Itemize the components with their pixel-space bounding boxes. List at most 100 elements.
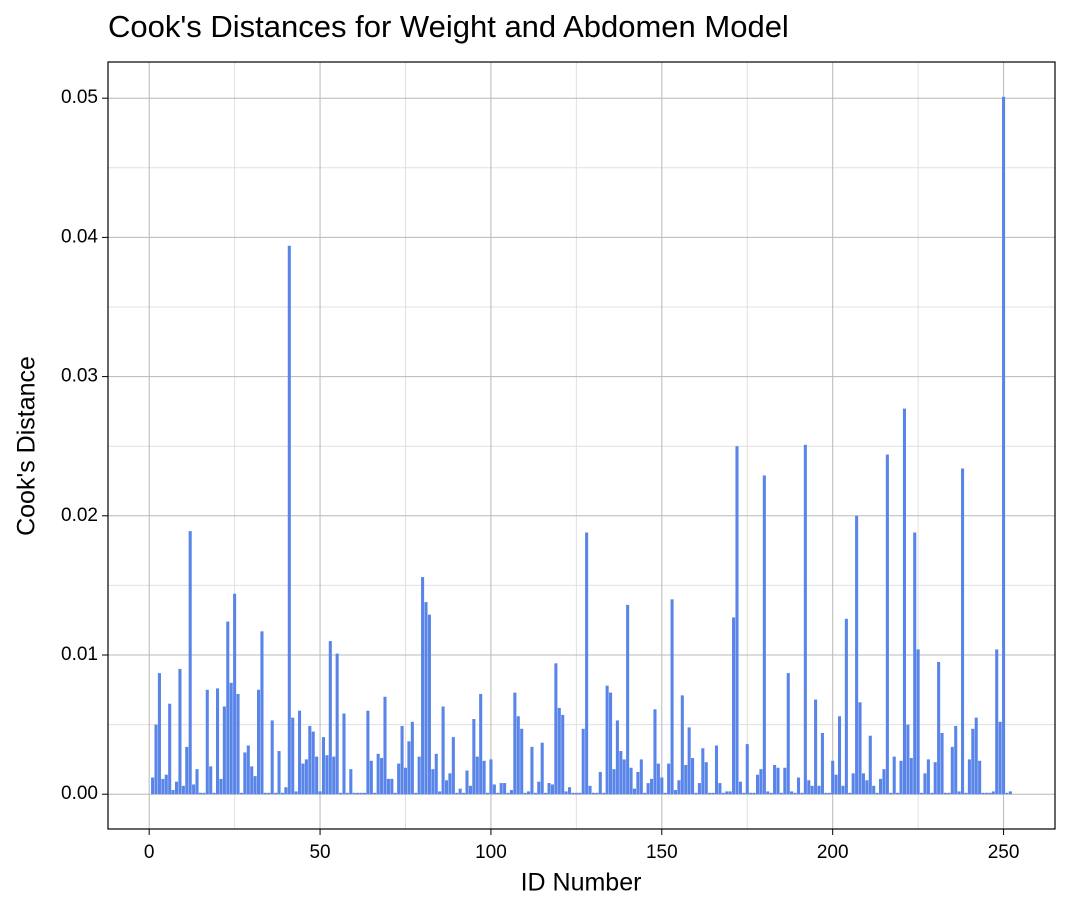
bar	[923, 773, 927, 795]
bar	[342, 713, 346, 795]
bar	[397, 763, 401, 795]
bar	[612, 769, 616, 795]
bar	[267, 792, 271, 795]
bar	[284, 787, 288, 795]
bar	[1008, 791, 1012, 795]
bar	[277, 751, 281, 795]
y-tick-label: 0.05	[61, 87, 98, 108]
bar	[615, 720, 619, 795]
bar	[202, 792, 206, 795]
bar	[783, 767, 787, 795]
bar	[386, 778, 390, 795]
bar	[188, 531, 192, 795]
bar	[721, 792, 725, 795]
x-tick-label: 50	[309, 842, 330, 863]
bar	[441, 706, 445, 795]
bar	[714, 745, 719, 795]
bar	[978, 760, 982, 795]
bar	[585, 532, 589, 795]
bar	[800, 792, 804, 795]
bar	[250, 766, 254, 795]
bar	[339, 792, 343, 795]
bar	[431, 769, 435, 795]
bar	[311, 731, 315, 795]
bar	[691, 758, 695, 795]
bar	[786, 673, 790, 795]
bar	[352, 792, 356, 795]
bar	[280, 792, 285, 795]
bar	[896, 792, 900, 795]
bar	[595, 792, 599, 795]
bar	[697, 783, 701, 795]
bar	[270, 720, 274, 795]
bar	[643, 792, 647, 795]
bar	[174, 781, 179, 795]
bar	[260, 631, 264, 795]
bar	[557, 707, 561, 795]
bar	[390, 778, 394, 795]
bar	[598, 771, 602, 795]
bar	[318, 791, 322, 795]
bar	[619, 751, 623, 795]
bar	[164, 774, 168, 795]
bar	[632, 788, 637, 795]
bar	[451, 737, 455, 795]
bar	[728, 791, 732, 795]
bar	[673, 790, 678, 795]
bar	[677, 780, 681, 795]
bar	[161, 778, 165, 795]
bar	[537, 781, 541, 795]
bar	[974, 717, 978, 795]
bar	[663, 792, 667, 795]
bar	[462, 792, 466, 795]
bar	[427, 614, 431, 795]
bar	[824, 792, 828, 795]
bar	[178, 668, 182, 795]
bar	[868, 735, 872, 795]
bar	[417, 756, 421, 795]
bar	[732, 617, 736, 795]
bar	[458, 788, 462, 795]
bar	[961, 468, 965, 795]
bar	[844, 618, 848, 795]
x-tick-label: 100	[475, 842, 507, 863]
bar	[735, 446, 739, 795]
bar	[926, 759, 930, 795]
bar	[995, 649, 999, 795]
bar	[332, 756, 336, 795]
y-tick-label: 0.01	[61, 644, 98, 665]
bar	[650, 778, 654, 795]
bar	[571, 792, 575, 795]
bar	[807, 780, 811, 795]
bar	[376, 753, 380, 795]
bar	[943, 792, 948, 795]
x-tick-label: 150	[646, 842, 678, 863]
bar	[533, 792, 537, 795]
bar	[660, 777, 664, 795]
bar	[325, 755, 329, 795]
bar	[667, 763, 671, 795]
bar	[725, 791, 729, 795]
bar	[964, 792, 968, 795]
bar	[403, 767, 408, 795]
bar	[971, 728, 975, 795]
bar	[581, 728, 585, 795]
bar	[916, 649, 920, 795]
bar	[298, 710, 302, 795]
bar	[834, 774, 838, 795]
bar	[967, 759, 971, 795]
bar	[687, 727, 691, 795]
bar	[790, 791, 794, 795]
bar	[253, 776, 257, 795]
bar	[301, 763, 305, 795]
bar	[547, 783, 551, 795]
bar	[468, 785, 472, 795]
y-tick-label: 0.03	[61, 366, 98, 387]
bar	[233, 593, 237, 795]
bar	[718, 783, 722, 795]
bar	[499, 783, 503, 795]
bar	[574, 792, 578, 795]
bar	[424, 602, 428, 795]
bar	[472, 719, 476, 795]
